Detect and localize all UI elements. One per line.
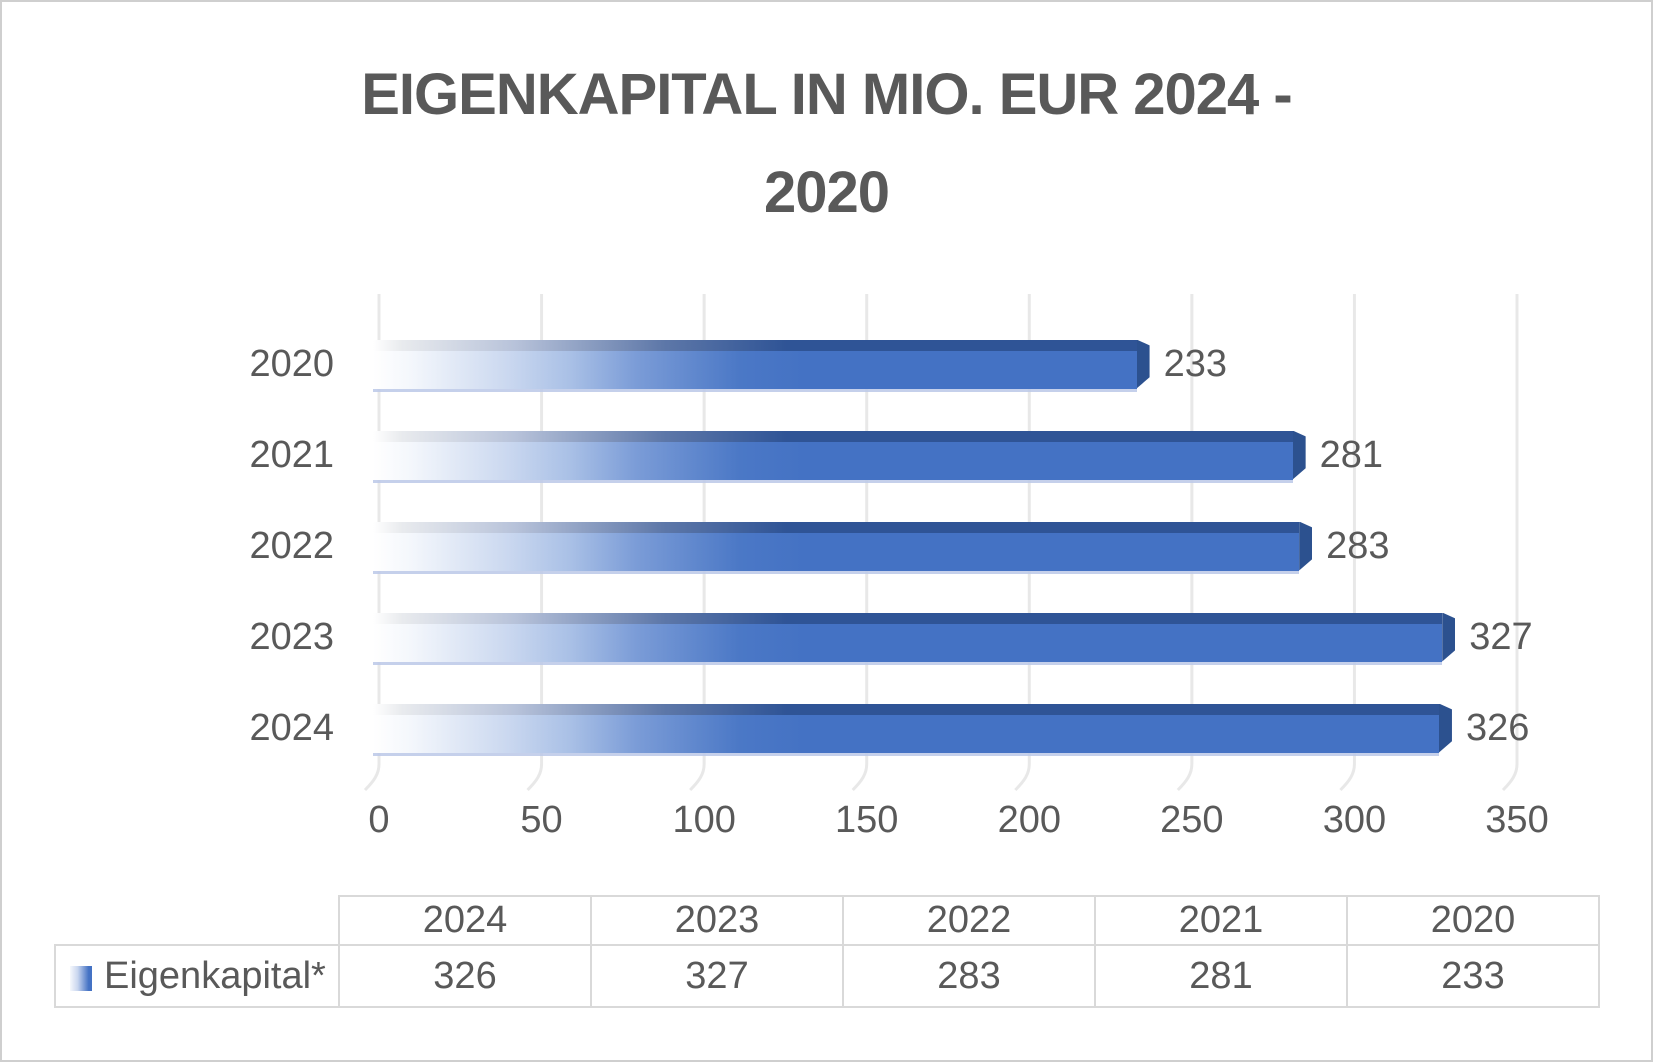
bar-row-2021: 2021 281 (2, 430, 1651, 480)
bar-row-2023: 2023 327 (2, 612, 1651, 662)
x-tick-label-300: 300 (1322, 799, 1387, 841)
gridline-250 (1176, 294, 1194, 792)
gridline-50 (526, 294, 544, 792)
category-label-2022: 2022 (249, 524, 334, 567)
plot-area: 2020 233 2021 281 2022 283 2023 327 2024 326 0 50 1… (2, 294, 1651, 860)
gridline-150 (851, 294, 869, 792)
bar-2022 (373, 521, 1313, 571)
bar-2020 (373, 339, 1150, 389)
gridline-200 (1014, 294, 1031, 792)
gridline-100 (689, 294, 706, 792)
gridline-300 (1339, 294, 1356, 792)
gridline-350 (1501, 294, 1519, 792)
data-table: 2024 2023 2022 2021 2020 Eigenkapital* 3… (54, 895, 1600, 1008)
table-value-cell: 326 (338, 944, 592, 1008)
bar-top-face (373, 339, 1137, 351)
value-label-2023: 327 (1469, 615, 1533, 658)
table-header-cell: 2020 (1346, 895, 1600, 946)
bar-front-face (373, 532, 1300, 571)
chart-title: EIGENKAPITAL IN MIO. EUR 2024 - 2020 (2, 46, 1651, 242)
value-label-2020: 233 (1163, 342, 1227, 385)
bar-row-2024: 2024 326 (2, 703, 1651, 753)
value-label-2021: 281 (1319, 433, 1384, 476)
category-label-2023: 2023 (249, 615, 334, 658)
x-tick-label-0: 0 (368, 799, 390, 841)
bar-front-face (373, 350, 1137, 389)
x-tick-label-100: 100 (672, 799, 736, 841)
table-header-cell: 2024 (338, 895, 592, 946)
bar-top-face (373, 612, 1443, 624)
bar-top-face (373, 430, 1293, 442)
table-header-cell: 2023 (590, 895, 844, 946)
table-value-cell: 327 (590, 944, 844, 1008)
bar-end-cap (1292, 430, 1306, 480)
bar-row-2022: 2022 283 (2, 521, 1651, 571)
legend-key-icon (70, 965, 92, 991)
x-tick-label-150: 150 (835, 799, 899, 841)
value-label-2022: 283 (1326, 524, 1390, 567)
bar-front-face (373, 623, 1443, 662)
bar-2023 (373, 612, 1456, 662)
bar-front-face (373, 441, 1293, 480)
bar-end-cap (1136, 339, 1150, 389)
table-corner-cell (55, 896, 339, 945)
bar-row-2020: 2020 233 (2, 339, 1651, 389)
category-label-2021: 2021 (249, 433, 334, 476)
bar-2021 (373, 430, 1306, 480)
series-label-cell: Eigenkapital* (54, 944, 340, 1008)
bar-end-cap (1438, 703, 1452, 753)
gridlines (363, 294, 1519, 792)
bar-end-cap (1299, 521, 1313, 571)
bar-2024 (373, 703, 1452, 753)
table-value-cell: 283 (842, 944, 1096, 1008)
bar-front-face (373, 714, 1439, 753)
table-value-row: Eigenkapital* 326 327 283 281 233 (54, 944, 1600, 1008)
bar-end-cap (1442, 612, 1456, 662)
value-label-2024: 326 (1465, 706, 1530, 749)
chart-title-line-2: 2020 (763, 160, 890, 225)
bar-top-face (373, 521, 1300, 533)
x-tick-label-250: 250 (1160, 799, 1224, 841)
bar-top-face (373, 703, 1439, 715)
x-tick-label-200: 200 (997, 799, 1061, 841)
table-header-cell: 2022 (842, 895, 1096, 946)
table-value-cell: 233 (1346, 944, 1600, 1008)
category-label-2020: 2020 (249, 342, 334, 385)
x-tick-label-350: 350 (1485, 799, 1549, 841)
table-header-row: 2024 2023 2022 2021 2020 (55, 895, 1600, 946)
table-value-cell: 281 (1094, 944, 1348, 1008)
chart-title-line-1: EIGENKAPITAL IN MIO. EUR 2024 - (361, 62, 1292, 127)
gridline-0 (363, 294, 381, 792)
x-tick-label-50: 50 (520, 799, 563, 841)
table-header-cell: 2021 (1094, 895, 1348, 946)
category-label-2024: 2024 (249, 706, 334, 749)
series-label: Eigenkapital* (104, 954, 326, 997)
